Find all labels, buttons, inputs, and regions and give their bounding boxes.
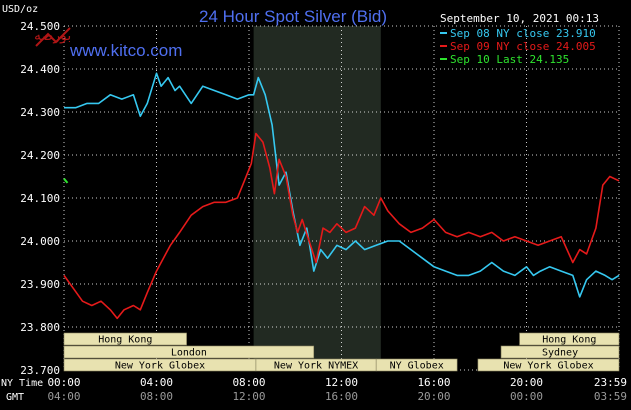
y-tick-label: 23.900 <box>20 278 60 291</box>
y-tick-label: 23.800 <box>20 321 60 334</box>
market-sessions: Hong Kong London New York Globex New York N… <box>63 332 620 372</box>
y-tick-label: 24.400 <box>20 63 60 76</box>
y-tick-label: 24.000 <box>20 235 60 248</box>
x-tick-label-ny: 12:00 <box>325 376 358 389</box>
x-tick-label-ny: 23:59 <box>594 376 627 389</box>
session-label: London <box>171 348 207 359</box>
session-label: NY Globex <box>390 361 444 372</box>
x-tick-label-ny: 08:00 <box>232 376 265 389</box>
session-bar <box>63 345 315 359</box>
x-tick-label-ny: 16:00 <box>417 376 450 389</box>
x-tick-label-gmt: 20:00 <box>417 390 450 403</box>
y-tick-label: 24.500 <box>20 20 60 33</box>
x-tick-label-ny: 20:00 <box>510 376 543 389</box>
y-axis-label: USD/oz <box>2 4 38 15</box>
legend-entry: Sep 09 NY close 24.005 <box>450 40 596 53</box>
session-label: Hong Kong <box>542 335 596 346</box>
series-line <box>63 178 69 184</box>
session-bar <box>477 358 620 372</box>
session-bar <box>63 332 187 346</box>
y-tick-label: 24.200 <box>20 149 60 162</box>
y-tick-label: 23.700 <box>20 364 60 377</box>
gmt-label: GMT <box>6 392 24 403</box>
y-tick-label: 24.300 <box>20 106 60 119</box>
logo-graphic <box>35 27 71 47</box>
series-line <box>63 132 620 320</box>
session-label: New York Globex <box>503 361 593 372</box>
session-bar <box>519 332 620 346</box>
watermark-url: www.kitco.com <box>69 41 182 60</box>
x-tick-label-gmt: 00:00 <box>510 390 543 403</box>
chart-title: 24 Hour Spot Silver (Bid) <box>199 7 387 26</box>
x-tick-label-ny: 04:00 <box>140 376 173 389</box>
nymex-highlight <box>253 26 381 370</box>
x-tick-label-gmt: 04:00 <box>47 390 80 403</box>
session-label: New York NYMEX <box>274 361 358 372</box>
legend-entry: Sep 10 Last 24.135 <box>450 53 569 66</box>
x-tick-label-ny: 00:00 <box>47 376 80 389</box>
timestamp: September 10, 2021 00:13 <box>440 12 599 25</box>
session-label: Sydney <box>542 348 578 359</box>
x-tick-labels: 00:00 04:00 08:00 12:00 16:00 20:00 23:5904:00… <box>47 376 627 403</box>
x-tick-label-gmt: 12:00 <box>232 390 265 403</box>
session-label: New York Globex <box>115 361 205 372</box>
session-bar <box>500 345 620 359</box>
session-bar <box>375 358 458 372</box>
session-label: Hong Kong <box>98 335 152 346</box>
price-series <box>63 72 620 320</box>
x-tick-label-gmt: 16:00 <box>325 390 358 403</box>
ny-time-label: NY Time <box>1 378 43 389</box>
x-tick-label-gmt: 08:00 <box>140 390 173 403</box>
y-tick-label: 24.100 <box>20 192 60 205</box>
legend-entry: Sep 08 NY close 23.910 <box>450 27 596 40</box>
x-tick-label-gmt: 03:59 <box>594 390 627 403</box>
y-tick-labels: 24.500 24.400 24.300 24.200 24.100 24.000 23.9… <box>20 20 60 377</box>
series-line <box>64 72 620 298</box>
